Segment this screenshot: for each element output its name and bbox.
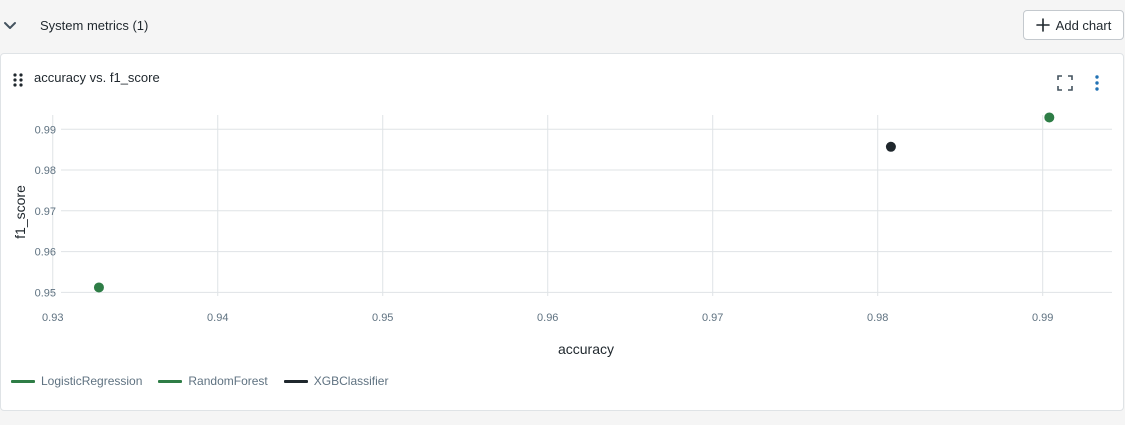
- section-title: System metrics (1): [40, 18, 149, 33]
- y-tick-label: 0.97: [35, 206, 56, 218]
- legend-label: RandomForest: [188, 374, 268, 388]
- section-header: System metrics (1) Add chart: [0, 0, 1125, 52]
- data-point[interactable]: [885, 141, 896, 152]
- y-tick-label: 0.96: [35, 247, 56, 259]
- x-axis-label: accuracy: [558, 341, 614, 357]
- legend-label: XGBClassifier: [313, 374, 389, 388]
- chevron-down-icon[interactable]: [2, 18, 18, 34]
- y-tick-label: 0.99: [35, 124, 56, 136]
- legend-item[interactable]: LogisticRegression: [11, 374, 142, 388]
- scatter-plot: 0.95 0.96 0.97 0.98 0.99 0.93 0.94 0.95 0.96 0.97…: [12, 112, 1112, 357]
- more-options-icon[interactable]: [1089, 74, 1105, 92]
- chart-title: accuracy vs. f1_score: [34, 70, 160, 85]
- x-tick-label: 0.98: [867, 312, 888, 324]
- x-tick-label: 0.99: [1032, 312, 1053, 324]
- legend-swatch: [11, 379, 35, 383]
- x-tick-label: 0.95: [372, 312, 393, 324]
- add-chart-button[interactable]: Add chart: [1023, 10, 1124, 40]
- x-tick-label: 0.96: [537, 312, 558, 324]
- drag-handle-icon[interactable]: [12, 72, 24, 88]
- y-tick-label: 0.98: [35, 165, 56, 177]
- x-tick-label: 0.94: [207, 312, 228, 324]
- data-point[interactable]: [93, 282, 104, 293]
- plot-grid: [52, 115, 1112, 296]
- y-axis-label: f1_score: [12, 185, 28, 239]
- x-tick-label: 0.97: [702, 312, 723, 324]
- fullscreen-icon[interactable]: [1057, 75, 1073, 91]
- tick-labels: 0.95 0.96 0.97 0.98 0.99 0.93 0.94 0.95 0.96 0.97…: [35, 124, 1054, 324]
- legend-swatch: [283, 379, 308, 383]
- x-tick-label: 0.93: [42, 312, 63, 324]
- y-tick-label: 0.95: [35, 287, 56, 299]
- add-chart-label: Add chart: [1055, 17, 1112, 33]
- plus-icon: [1035, 18, 1050, 32]
- data-point[interactable]: [1044, 112, 1055, 123]
- legend-label: LogisticRegression: [41, 374, 143, 388]
- legend-item[interactable]: RandomForest: [158, 374, 268, 388]
- chart-card: accuracy vs. f1_score 0.95 0.96 0.97 0.98 0.…: [0, 53, 1124, 411]
- legend-item[interactable]: XGBClassifier: [283, 374, 389, 388]
- legend-swatch: [158, 379, 183, 383]
- chart-legend: LogisticRegression RandomForest XGBClassif…: [11, 374, 388, 388]
- data-points: [93, 112, 1055, 293]
